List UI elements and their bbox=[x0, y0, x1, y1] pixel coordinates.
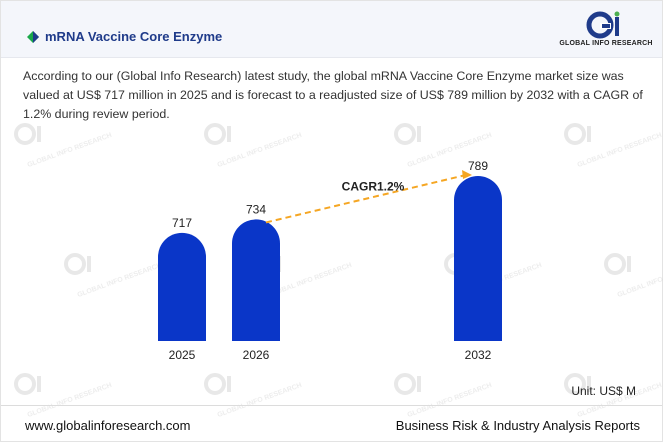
diamond-icon bbox=[27, 31, 39, 43]
watermark: GLOBAL INFO RESEARCH bbox=[391, 121, 493, 169]
watermark: GLOBAL INFO RESEARCH bbox=[11, 121, 113, 169]
cagr-label: CAGR1.2% bbox=[342, 180, 405, 194]
category-label-2026: 2026 bbox=[243, 348, 270, 362]
cagr-arrow-head bbox=[462, 170, 472, 179]
unit-label: Unit: US$ M bbox=[571, 384, 636, 398]
footer-bar: www.globalinforesearch.com Business Risk… bbox=[1, 405, 662, 442]
watermark: GLOBAL INFO RESEARCH bbox=[11, 371, 113, 419]
header-bar: mRNA Vaccine Core Enzyme GLOBAL INFO RES… bbox=[1, 1, 662, 58]
watermark: GLOBAL INFO RESEARCH bbox=[61, 251, 163, 299]
logo-text: GLOBAL INFO RESEARCH bbox=[559, 40, 653, 47]
bar-2026 bbox=[232, 219, 280, 341]
footer-tagline: Business Risk & Industry Analysis Report… bbox=[395, 418, 640, 433]
bar-chart: 717 2025 734 2026 789 2032 CAGR1.2% bbox=[158, 159, 502, 362]
watermark: GLOBAL INFO RESEARCH bbox=[601, 251, 663, 299]
value-label-2026: 734 bbox=[246, 202, 266, 216]
value-label-2032: 789 bbox=[468, 159, 488, 173]
watermark: GLOBAL INFO RESEARCH bbox=[561, 121, 663, 169]
cagr-arrow-line bbox=[265, 174, 467, 224]
value-label-2025: 717 bbox=[172, 216, 192, 230]
bar-2032 bbox=[454, 176, 502, 341]
watermark: GLOBAL INFO RESEARCH bbox=[201, 121, 303, 169]
watermark: GLOBAL INFO RESEARCH bbox=[561, 371, 663, 419]
company-logo: GLOBAL INFO RESEARCH bbox=[558, 11, 654, 51]
market-description: According to our (Global Info Research) … bbox=[23, 69, 643, 121]
bar-2025 bbox=[158, 232, 206, 341]
logo-mark-icon bbox=[586, 11, 620, 39]
watermark: GLOBAL INFO RESEARCH bbox=[201, 371, 303, 419]
website-link[interactable]: www.globalinforesearch.com bbox=[25, 418, 191, 433]
watermark: GLOBAL INFO RESEARCH bbox=[391, 371, 493, 419]
category-label-2032: 2032 bbox=[465, 348, 492, 362]
page-title: mRNA Vaccine Core Enzyme bbox=[45, 29, 223, 44]
category-label-2025: 2025 bbox=[169, 348, 196, 362]
